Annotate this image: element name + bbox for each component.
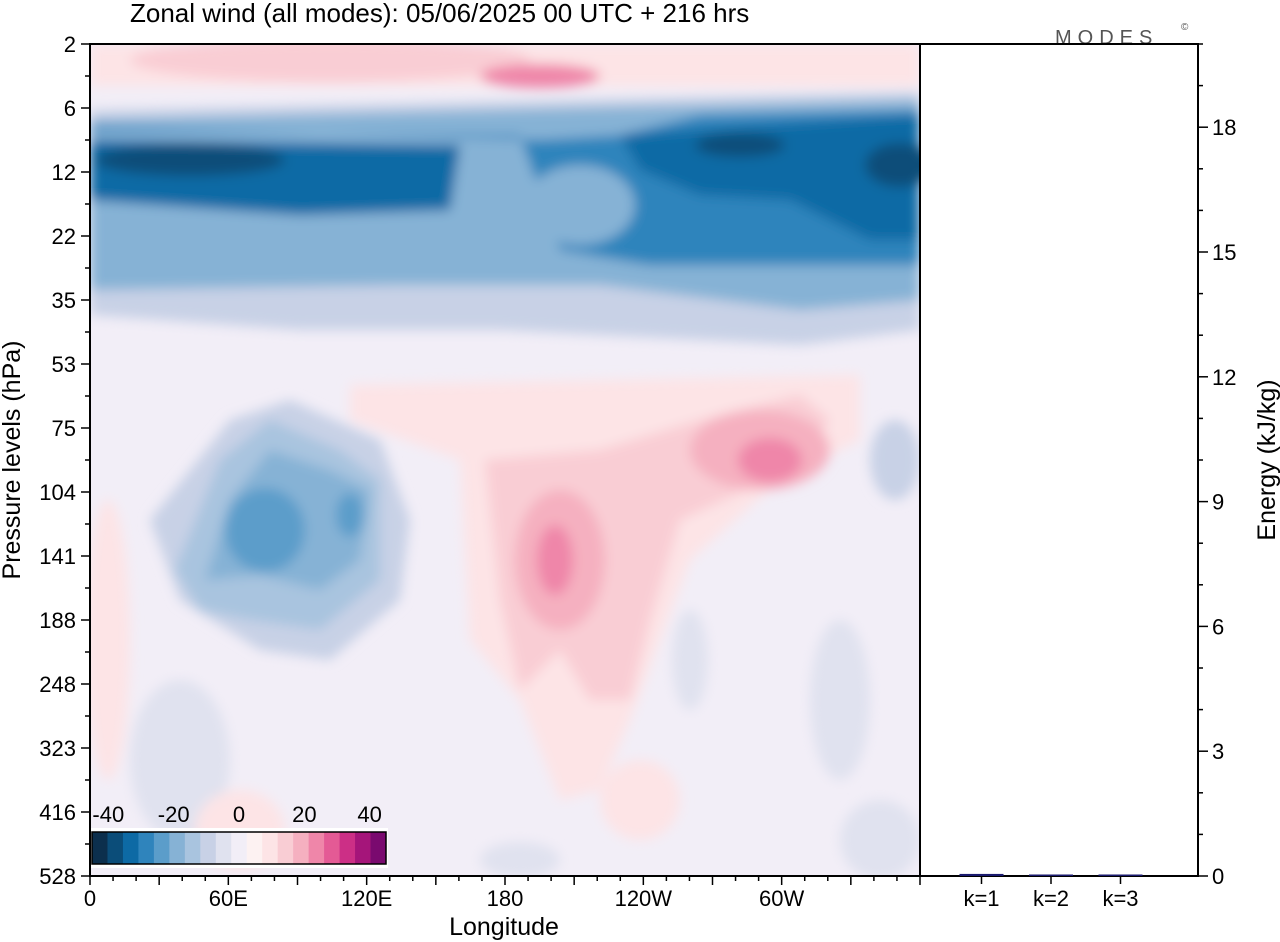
colorbar-tick-label: 0	[233, 802, 245, 827]
colorbar-cell	[215, 832, 232, 864]
y-tick-label: 53	[52, 352, 76, 377]
colorbar-cell	[138, 832, 155, 864]
y-tick-label: 188	[39, 608, 76, 633]
y-tick-label: 35	[52, 288, 76, 313]
y-tick-label: 2	[64, 32, 76, 57]
x-axis-label: Longitude	[449, 913, 559, 941]
x-tick-label: 0	[84, 886, 96, 911]
colorbar-tick-label: 20	[292, 802, 316, 827]
colorbar-cells	[92, 832, 387, 864]
x-tick-label: 120W	[615, 886, 673, 911]
region-top-westerly-b	[640, 58, 760, 86]
colorbar-cell	[122, 832, 139, 864]
colorbar-tick-label: -20	[158, 802, 190, 827]
colorbar-frame	[91, 831, 387, 865]
colorbar-cell	[246, 832, 263, 864]
colorbar-cell	[169, 832, 186, 864]
x-axis-wavenumber: k=1 k=2 k=3	[963, 876, 1139, 911]
colorbar-cell	[107, 832, 124, 864]
energy-tick-label: 6	[1212, 614, 1224, 639]
y-tick-label: 6	[64, 96, 76, 121]
x-tick-label: 60E	[209, 886, 248, 911]
colorbar-cell	[339, 832, 356, 864]
x-tick-label: 60W	[759, 886, 804, 911]
region-easterly-core-east-max	[695, 133, 785, 157]
region-weak-westerly-low	[600, 760, 680, 840]
colorbar-cell	[293, 832, 310, 864]
energy-tick-label: 0	[1212, 864, 1224, 889]
colorbar-cell	[370, 832, 387, 864]
region-easterly-core-far-east	[865, 143, 920, 187]
y-tick-label: 12	[52, 160, 76, 185]
energy-bars	[959, 873, 1143, 876]
brand-mark: ©	[1181, 22, 1189, 33]
x-axis: 0 60E 120E 180 120W 60W	[84, 876, 921, 911]
energy-tick-label: 9	[1212, 490, 1224, 515]
chart-title: Zonal wind (all modes): 05/06/2025 00 UT…	[130, 0, 749, 28]
colorbar-cell	[92, 832, 108, 864]
y-axis-energy: 0 3 6 9 12 15 18	[1198, 43, 1236, 889]
colorbar-cell	[277, 832, 294, 864]
x-tick-label: 120E	[341, 886, 392, 911]
colorbar-cell	[231, 832, 248, 864]
energy-bar	[959, 873, 1004, 876]
x-tick-label: 180	[487, 886, 524, 911]
colorbar-cell	[262, 832, 279, 864]
heatmap-panel: -40 -20 0 20 40	[89, 43, 921, 877]
wavenumber-label: k=2	[1033, 886, 1069, 911]
energy-panel-frame	[919, 43, 1199, 877]
y-tick-label: 104	[39, 480, 76, 505]
region-weak-easterly-180	[525, 165, 635, 245]
region-top-westerly-core	[480, 64, 600, 88]
colorbar-cell	[184, 832, 201, 864]
energy-panel	[919, 43, 1199, 877]
y-tick-label: 416	[39, 800, 76, 825]
energy-tick-label: 12	[1212, 365, 1236, 390]
region-weak-westerly-left	[90, 500, 130, 780]
energy-axis-label: Energy (kJ/kg)	[1253, 379, 1280, 540]
wavenumber-label: k=1	[963, 886, 999, 911]
energy-bar	[1029, 874, 1073, 876]
region-weak-easterly-right	[870, 420, 920, 500]
colorbar-cell	[308, 832, 325, 864]
colorbar-labels: -40 -20 0 20 40	[92, 802, 381, 827]
colorbar-tick-label: 40	[357, 802, 381, 827]
y-axis-label: Pressure levels (hPa)	[0, 341, 26, 580]
region-weak-easterly-center	[672, 610, 708, 710]
region-easterly-anomaly-core	[225, 488, 305, 572]
y-tick-label: 75	[52, 416, 76, 441]
colorbar-cell	[200, 832, 217, 864]
region-easterly-core-west-max	[95, 144, 285, 176]
y-tick-label: 248	[39, 672, 76, 697]
region-weak-easterly-low-left	[130, 680, 230, 840]
region-westerly-max-east	[738, 438, 802, 482]
y-tick-label: 323	[39, 736, 76, 761]
energy-tick-label: 3	[1212, 739, 1224, 764]
energy-bar	[1098, 874, 1143, 876]
wavenumber-label: k=3	[1102, 886, 1138, 911]
region-easterly-anomaly-core-b	[336, 493, 364, 537]
region-top-westerly-a	[130, 44, 530, 82]
colorbar-tick-label: -40	[92, 802, 124, 827]
region-easterly-core-east	[620, 115, 920, 240]
y-axis-pressure: 2 6 12 22 35 53 75 104 141 188 248 323 416 528	[39, 32, 90, 889]
y-tick-label: 528	[39, 864, 76, 889]
energy-tick-label: 18	[1212, 115, 1236, 140]
energy-tick-label: 15	[1212, 240, 1236, 265]
y-tick-label: 141	[39, 544, 76, 569]
region-westerly-max-west	[537, 525, 573, 595]
region-weak-easterly-bottom	[840, 800, 920, 876]
colorbar-cell	[153, 832, 170, 864]
colorbar: -40 -20 0 20 40	[90, 802, 388, 868]
y-tick-label: 22	[52, 224, 76, 249]
region-weak-easterly-east	[810, 620, 870, 780]
colorbar-cell	[324, 832, 341, 864]
region-weak-easterly-bottom-b	[480, 842, 560, 876]
colorbar-cell	[355, 832, 372, 864]
